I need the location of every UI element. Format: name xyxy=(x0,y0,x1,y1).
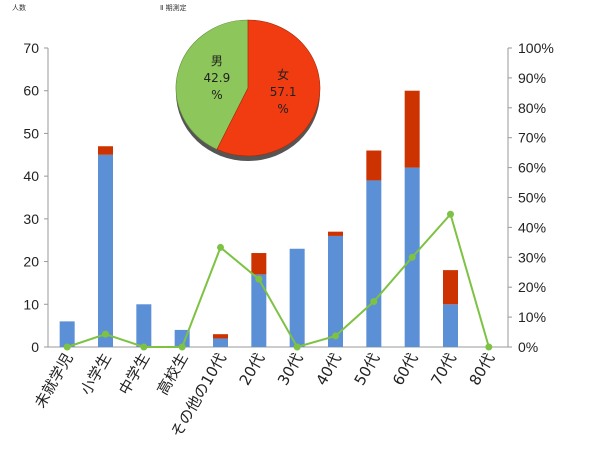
bar-segment-main xyxy=(174,329,190,347)
bar-segment-main xyxy=(443,304,458,347)
line-point xyxy=(102,330,109,338)
bar-segment-top xyxy=(443,270,458,305)
right-y-tick-label: 100% xyxy=(518,40,554,56)
line-point xyxy=(332,332,339,340)
x-tick-label: 30代 xyxy=(274,350,307,389)
top-mid-label: Ⅱ 期測定 xyxy=(160,3,187,12)
bar-segment-top xyxy=(98,146,113,155)
pie-slice-unit: % xyxy=(277,102,288,116)
x-tick-label: 未就学児 xyxy=(31,350,77,411)
line-series-path xyxy=(66,212,490,349)
percentage-line xyxy=(63,210,493,351)
right-y-tick-label: 80% xyxy=(518,100,546,116)
x-tick-label: 40代 xyxy=(312,350,345,389)
bar-segment-main xyxy=(213,338,228,347)
left-y-tick-label: 10 xyxy=(23,296,39,312)
line-point xyxy=(178,343,186,351)
left-y-tick-label: 60 xyxy=(23,83,39,99)
right-y-tick-label: 30% xyxy=(518,249,546,265)
pie-slice-value: 57.1 xyxy=(270,85,297,99)
bar-segment-main xyxy=(328,235,343,347)
x-tick-label: 80代 xyxy=(466,350,499,389)
left-y-tick-label: 0 xyxy=(31,339,39,355)
bar-segment-top xyxy=(213,334,228,339)
pie-slice xyxy=(175,19,249,150)
x-tick-label: 小学生 xyxy=(77,350,115,398)
pie-slice-value: 42.9 xyxy=(204,71,231,85)
bar-segment-top xyxy=(404,90,420,168)
pie-slice-name: 女 xyxy=(277,67,289,82)
left-y-tick-label: 20 xyxy=(23,254,39,270)
line-point xyxy=(447,210,454,218)
gender-pie-chart: 男 42.9% 女 57.1% xyxy=(175,19,321,161)
bar-segment-main xyxy=(289,248,305,347)
line-point xyxy=(255,275,263,283)
left-y-tick-label: 70 xyxy=(23,40,39,56)
x-tick-label: 中学生 xyxy=(115,350,153,398)
pie-slice xyxy=(216,19,321,157)
line-point xyxy=(370,298,378,306)
bar-segment-top xyxy=(328,231,343,236)
top-left-label: 人数 xyxy=(12,3,26,12)
right-y-tick-label: 60% xyxy=(518,160,546,176)
bar-segment-main xyxy=(59,321,75,347)
left-y-tick-label: 50 xyxy=(23,125,39,141)
line-point xyxy=(408,253,416,261)
x-tick-label: 70代 xyxy=(427,350,460,389)
line-point xyxy=(485,343,493,351)
line-point xyxy=(63,343,71,351)
bar-segment-main xyxy=(366,180,382,347)
bar-segment-top xyxy=(366,150,382,181)
right-y-tick-label: 50% xyxy=(518,190,546,206)
pie-slice-unit: % xyxy=(211,88,222,102)
line-point xyxy=(140,343,148,351)
line-point xyxy=(293,343,301,351)
bar-segment-main xyxy=(136,304,152,347)
x-tick-label: 高校生 xyxy=(154,350,192,398)
left-y-tick-label: 40 xyxy=(23,168,39,184)
bar-segment-top xyxy=(251,253,267,275)
left-y-tick-label: 30 xyxy=(23,211,39,227)
bar-segment-main xyxy=(98,154,113,347)
bar-segment-main xyxy=(251,274,267,347)
right-y-tick-label: 20% xyxy=(518,279,546,295)
right-y-tick-label: 10% xyxy=(518,309,546,325)
x-tick-label: 20代 xyxy=(236,350,269,389)
x-tick-label: 50代 xyxy=(351,350,384,389)
right-y-tick-label: 70% xyxy=(518,130,546,146)
right-y-tick-label: 90% xyxy=(518,70,546,86)
pie-slice-name: 男 xyxy=(211,54,223,68)
right-y-tick-label: 0% xyxy=(518,339,538,355)
x-tick-label: 60代 xyxy=(389,350,422,389)
right-y-tick-label: 40% xyxy=(518,219,546,235)
line-point xyxy=(217,243,224,251)
